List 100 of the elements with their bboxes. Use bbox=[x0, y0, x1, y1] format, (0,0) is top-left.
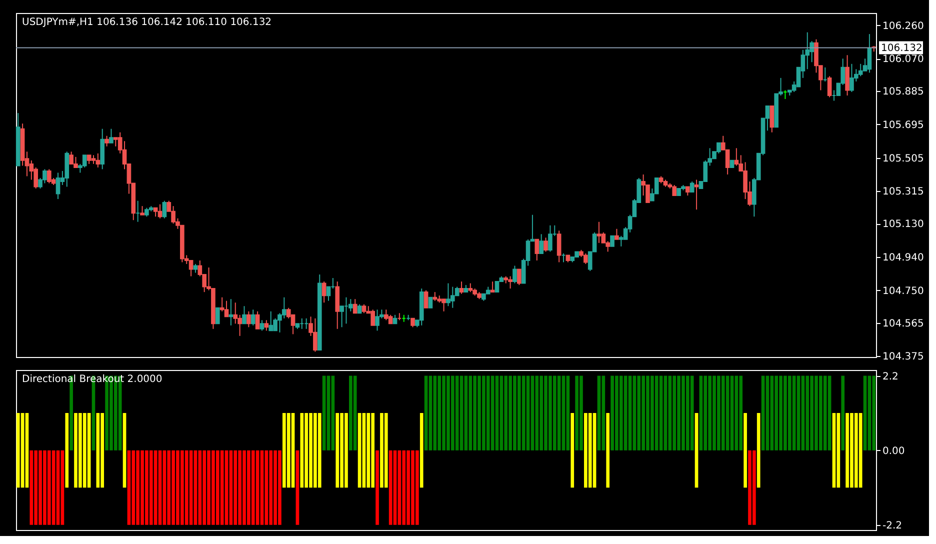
candlestick bbox=[260, 320, 264, 332]
bar bbox=[602, 376, 606, 450]
candlestick bbox=[46, 168, 52, 184]
bar bbox=[428, 376, 432, 450]
bar bbox=[792, 376, 796, 450]
candlestick bbox=[384, 309, 388, 321]
candlestick bbox=[858, 63, 863, 77]
bar bbox=[260, 450, 264, 525]
bar bbox=[20, 413, 24, 488]
bar bbox=[468, 376, 472, 450]
bar bbox=[220, 450, 224, 525]
bar bbox=[291, 413, 295, 488]
y-tick-label: -2.2 bbox=[882, 520, 902, 532]
bar bbox=[229, 450, 233, 525]
bar bbox=[770, 376, 774, 450]
bar bbox=[668, 376, 672, 450]
bar bbox=[828, 376, 832, 450]
bar bbox=[500, 376, 504, 450]
bar bbox=[251, 450, 255, 525]
y-tick-label: 105.885 bbox=[882, 86, 924, 98]
bar bbox=[654, 376, 658, 450]
bar bbox=[464, 376, 468, 450]
bar bbox=[619, 376, 623, 450]
candlestick bbox=[845, 54, 850, 96]
bar bbox=[455, 376, 459, 450]
bar bbox=[522, 376, 526, 450]
bar bbox=[788, 376, 792, 450]
bar bbox=[149, 450, 153, 525]
bar bbox=[535, 376, 539, 450]
candlestick bbox=[352, 298, 358, 314]
bar bbox=[806, 376, 810, 450]
candlestick bbox=[690, 180, 694, 193]
bar bbox=[699, 376, 703, 450]
candlestick bbox=[596, 221, 602, 244]
candlestick bbox=[490, 281, 495, 293]
bar bbox=[526, 376, 530, 450]
y-tick-label: 105.315 bbox=[882, 186, 924, 198]
bar bbox=[730, 376, 734, 450]
bar bbox=[868, 376, 872, 450]
candlestick bbox=[512, 265, 517, 284]
bar bbox=[495, 376, 499, 450]
bar bbox=[194, 450, 198, 525]
bar bbox=[388, 450, 392, 525]
y-tick-label: 106.260 bbox=[882, 20, 924, 32]
bar bbox=[158, 450, 162, 525]
candlestick bbox=[250, 309, 256, 326]
bar bbox=[264, 450, 268, 525]
candlestick bbox=[544, 237, 548, 252]
bar bbox=[841, 376, 845, 450]
bar bbox=[65, 413, 69, 488]
bar bbox=[353, 376, 357, 450]
candlestick bbox=[494, 281, 500, 293]
bar bbox=[198, 450, 202, 525]
candlestick bbox=[694, 179, 699, 210]
bar bbox=[872, 376, 876, 450]
candlestick bbox=[228, 298, 234, 326]
bar bbox=[836, 413, 840, 488]
bar bbox=[460, 376, 464, 450]
bar bbox=[331, 376, 335, 450]
bar bbox=[224, 450, 228, 525]
bar bbox=[60, 450, 64, 525]
bar bbox=[694, 413, 698, 488]
candlestick bbox=[268, 310, 274, 332]
bar bbox=[269, 450, 273, 525]
candlestick bbox=[109, 128, 114, 144]
bar bbox=[25, 413, 29, 488]
y-tick-label: 105.130 bbox=[882, 219, 924, 230]
bar bbox=[744, 413, 747, 488]
bar bbox=[823, 376, 827, 450]
bar bbox=[433, 376, 437, 450]
bar bbox=[858, 413, 862, 488]
bar bbox=[796, 376, 800, 450]
bar bbox=[486, 376, 490, 450]
bar bbox=[16, 413, 20, 488]
y-tick-label: 105.505 bbox=[882, 153, 924, 164]
bar bbox=[358, 413, 362, 488]
bar bbox=[726, 376, 730, 450]
bar bbox=[234, 450, 238, 525]
bar bbox=[438, 376, 442, 450]
bar bbox=[562, 376, 566, 450]
chart-title: Directional Breakout 2.0000 bbox=[22, 374, 162, 385]
bar bbox=[184, 450, 188, 525]
bar bbox=[704, 376, 708, 450]
bar bbox=[52, 450, 56, 525]
bar bbox=[398, 450, 402, 525]
y-tick-label: 106.070 bbox=[882, 54, 924, 66]
bar bbox=[566, 376, 570, 450]
candlestick bbox=[348, 298, 353, 312]
bar bbox=[863, 376, 867, 450]
bar bbox=[592, 413, 596, 488]
bar bbox=[637, 376, 641, 450]
bar bbox=[588, 413, 592, 488]
candlestick bbox=[162, 200, 167, 219]
bar bbox=[30, 450, 34, 525]
bar bbox=[154, 450, 158, 525]
candlestick bbox=[82, 154, 87, 168]
bar bbox=[552, 376, 556, 450]
bar bbox=[56, 450, 60, 525]
bar bbox=[672, 376, 676, 450]
bar bbox=[100, 413, 104, 488]
